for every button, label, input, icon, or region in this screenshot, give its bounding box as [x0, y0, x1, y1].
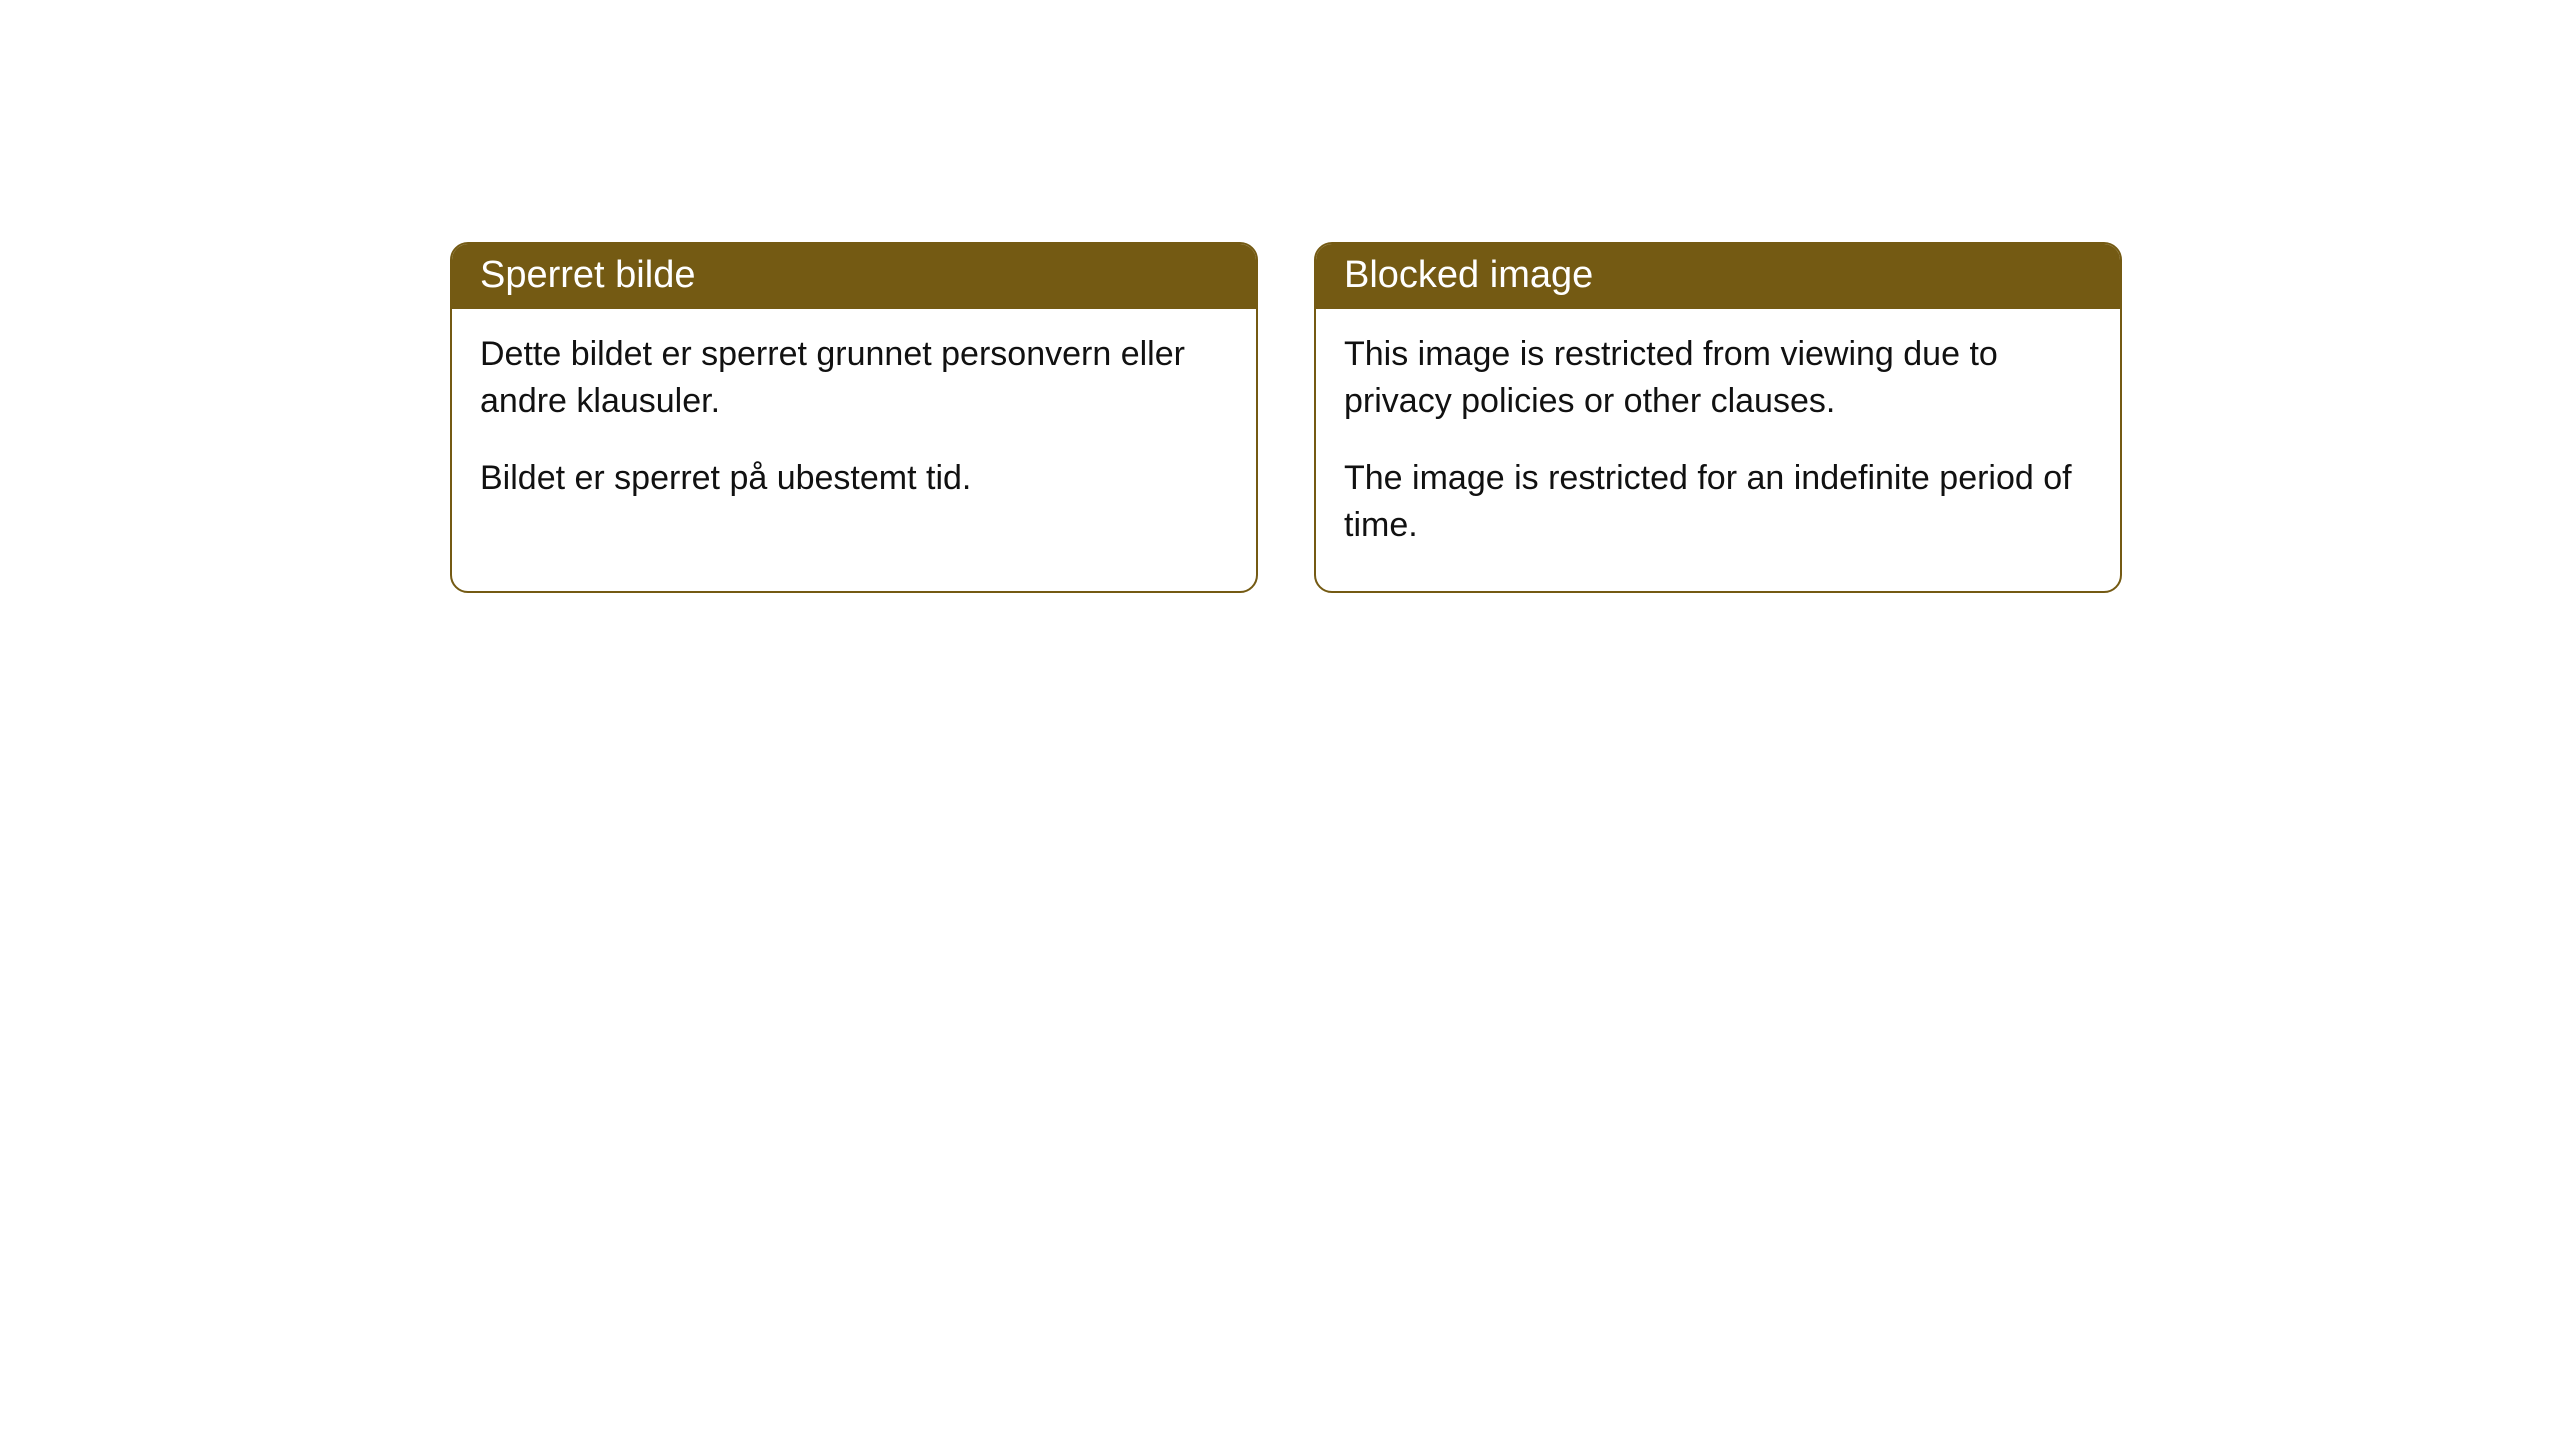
card-body-no: Dette bildet er sperret grunnet personve…: [452, 309, 1256, 544]
card-text-no-2: Bildet er sperret på ubestemt tid.: [480, 455, 1228, 502]
blocked-image-card-en: Blocked image This image is restricted f…: [1314, 242, 2122, 593]
card-text-no-1: Dette bildet er sperret grunnet personve…: [480, 331, 1228, 425]
card-header-no: Sperret bilde: [452, 244, 1256, 309]
card-text-en-2: The image is restricted for an indefinit…: [1344, 455, 2092, 549]
card-header-en: Blocked image: [1316, 244, 2120, 309]
cards-container: Sperret bilde Dette bildet er sperret gr…: [0, 0, 2560, 593]
card-text-en-1: This image is restricted from viewing du…: [1344, 331, 2092, 425]
card-body-en: This image is restricted from viewing du…: [1316, 309, 2120, 591]
blocked-image-card-no: Sperret bilde Dette bildet er sperret gr…: [450, 242, 1258, 593]
